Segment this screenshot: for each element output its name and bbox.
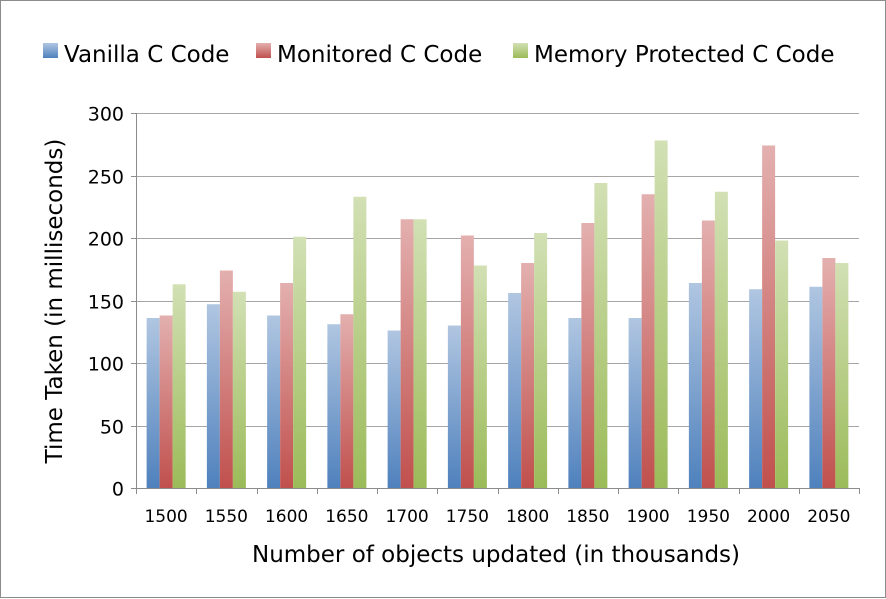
x-axis-ticks: 1500 1550 1600 1650 1700 1750 1800 1850 1900 1950…: [136, 488, 860, 527]
legend-item-memory-protected-c-code: Memory Protected C Code: [513, 42, 834, 68]
y-axis-title: Time Taken (in milliseconds): [42, 139, 68, 465]
x-tick-label: 1750: [446, 507, 489, 527]
bar-memory-protected-c-code-1550: [232, 291, 246, 488]
bar-memory-protected-c-code-1850: [594, 183, 608, 488]
x-tick-label: 1850: [566, 507, 609, 527]
bar-vanilla-c-code-2050: [809, 286, 823, 488]
y-tick-label: 200: [88, 229, 124, 251]
legend-swatch: [513, 43, 528, 58]
bar-monitored-c-code-2000: [762, 145, 776, 488]
bar-vanilla-c-code-2000: [749, 289, 763, 488]
legend-label: Memory Protected C Code: [534, 42, 834, 68]
x-tick-label: 1500: [144, 507, 187, 527]
legend-swatch: [43, 43, 58, 58]
bar-monitored-c-code-1700: [400, 219, 414, 488]
bar-memory-protected-c-code-1950: [714, 191, 728, 488]
x-tick-label: 1700: [385, 507, 428, 527]
legend-item-monitored-c-code: Monitored C Code: [256, 42, 482, 68]
bar-monitored-c-code-1950: [701, 220, 715, 488]
bar-monitored-c-code-1750: [460, 235, 474, 488]
bar-memory-protected-c-code-1700: [413, 219, 427, 488]
bar-monitored-c-code-1650: [340, 314, 354, 488]
bar-vanilla-c-code-1750: [447, 325, 461, 488]
bar-vanilla-c-code-1500: [146, 318, 160, 488]
bar-monitored-c-code-1500: [159, 315, 173, 488]
bar-memory-protected-c-code-1800: [534, 233, 548, 488]
grid-lines: [136, 113, 859, 427]
bar-memory-protected-c-code-1600: [293, 236, 307, 488]
bar-vanilla-c-code-1950: [688, 283, 702, 488]
y-tick-label: 100: [88, 354, 124, 376]
bar-vanilla-c-code-1550: [206, 304, 220, 488]
bar-monitored-c-code-1600: [280, 283, 294, 488]
bar-memory-protected-c-code-1650: [353, 196, 367, 488]
bar-memory-protected-c-code-2000: [775, 240, 789, 488]
x-tick-label: 1550: [205, 507, 248, 527]
x-axis-title: Number of objects updated (in thousands): [252, 542, 740, 568]
legend-swatch: [256, 43, 271, 58]
x-tick-label: 1950: [687, 507, 730, 527]
bar-monitored-c-code-1800: [521, 263, 535, 488]
x-tick-label: 1650: [325, 507, 368, 527]
y-tick-label: 0: [112, 479, 124, 501]
bar-vanilla-c-code-1900: [628, 318, 642, 488]
legend-label: Monitored C Code: [277, 42, 482, 68]
bar-memory-protected-c-code-1900: [654, 140, 668, 488]
x-tick-label: 1900: [626, 507, 669, 527]
bar-vanilla-c-code-1600: [267, 315, 281, 488]
bar-vanilla-c-code-1650: [327, 324, 341, 488]
bar-memory-protected-c-code-1500: [172, 284, 186, 488]
x-tick-label: 2050: [807, 507, 850, 527]
bar-vanilla-c-code-1700: [387, 330, 401, 488]
x-tick-label: 1600: [265, 507, 308, 527]
legend: Vanilla C Code Monitored C Code Memory Pro…: [43, 42, 834, 68]
y-tick-label: 150: [88, 292, 124, 314]
y-tick-label: 250: [88, 167, 124, 189]
bar-memory-protected-c-code-2050: [835, 263, 849, 488]
legend-label: Vanilla C Code: [64, 42, 229, 68]
legend-item-vanilla-c-code: Vanilla C Code: [43, 42, 229, 68]
bar-monitored-c-code-1550: [219, 270, 233, 488]
bar-memory-protected-c-code-1750: [473, 265, 487, 488]
bars: [146, 140, 849, 488]
y-tick-label: 300: [88, 104, 124, 126]
x-tick-label: 2000: [747, 507, 790, 527]
bar-monitored-c-code-1900: [641, 194, 655, 488]
y-tick-label: 50: [100, 417, 124, 439]
y-axis-ticks: 0 50 100 150 200 250 300: [88, 104, 136, 501]
bar-monitored-c-code-1850: [581, 223, 595, 488]
x-tick-label: 1800: [506, 507, 549, 527]
bar-vanilla-c-code-1850: [568, 318, 582, 488]
bar-vanilla-c-code-1800: [508, 293, 522, 488]
bar-monitored-c-code-2050: [822, 258, 836, 488]
axes: [136, 113, 859, 489]
